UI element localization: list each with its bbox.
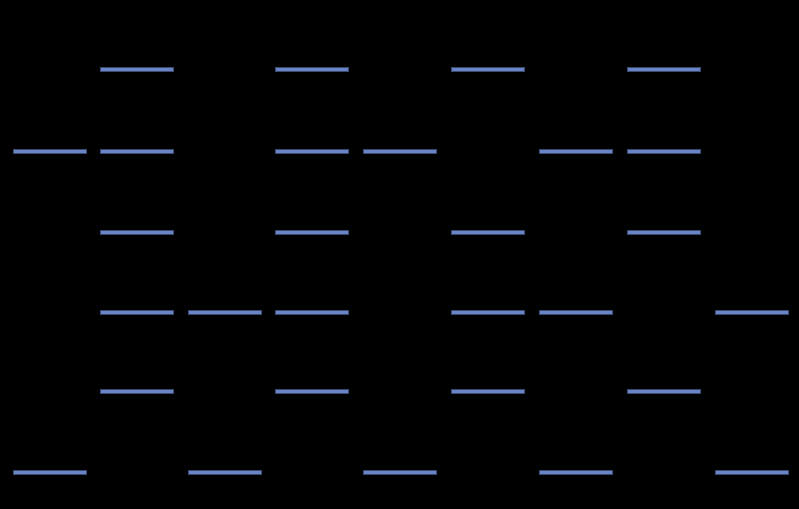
line-segment [100, 149, 174, 154]
line-segment [100, 67, 174, 72]
line-segment [627, 149, 701, 154]
line-segment [275, 389, 349, 394]
line-segment [13, 470, 87, 475]
line-segment [627, 230, 701, 235]
line-segment [539, 310, 613, 315]
line-segment [275, 230, 349, 235]
line-segment [451, 310, 525, 315]
line-segment [100, 310, 174, 315]
line-segment [275, 67, 349, 72]
line-segment [451, 389, 525, 394]
line-segment [539, 470, 613, 475]
line-segment [715, 310, 789, 315]
line-segment [627, 389, 701, 394]
line-segment [363, 149, 437, 154]
line-segment [451, 67, 525, 72]
line-segment [363, 470, 437, 475]
line-segment [539, 149, 613, 154]
line-segment [100, 230, 174, 235]
line-segment [275, 310, 349, 315]
line-segment [627, 67, 701, 72]
line-segment [715, 470, 789, 475]
line-segment [188, 310, 262, 315]
line-segment [188, 470, 262, 475]
line-segment [451, 230, 525, 235]
line-segment [13, 149, 87, 154]
line-segment [275, 149, 349, 154]
line-segment [100, 389, 174, 394]
